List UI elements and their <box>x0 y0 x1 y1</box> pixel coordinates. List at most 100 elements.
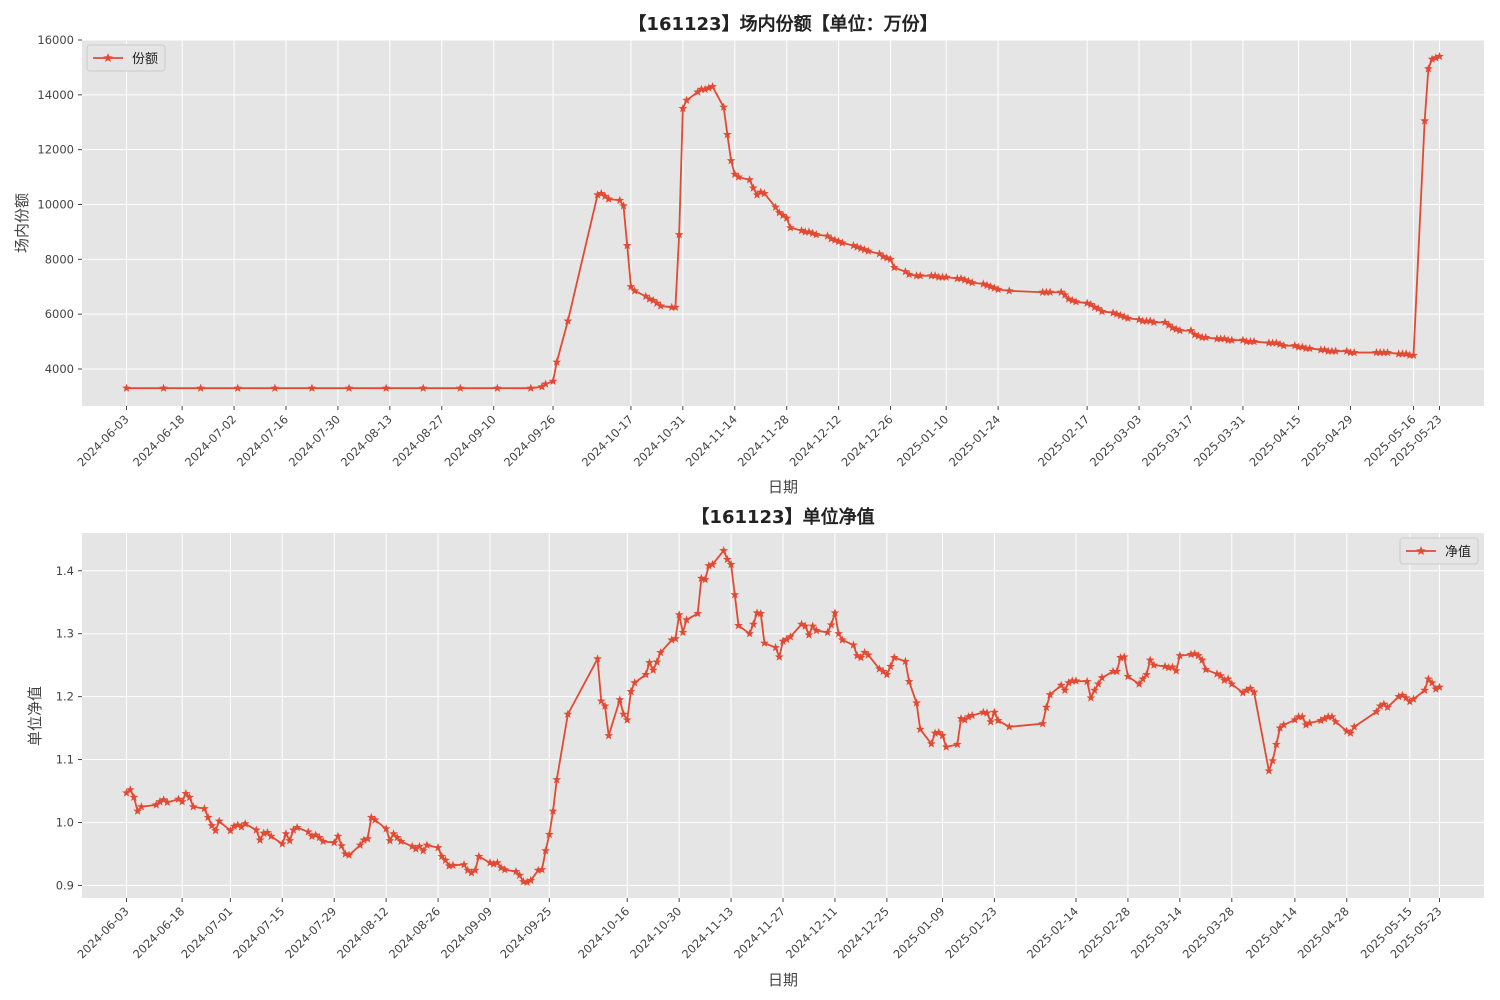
nav-data-point <box>485 858 495 867</box>
nav-data-point <box>856 653 866 662</box>
share-data-point <box>856 243 866 253</box>
share-x-tick-label: 2024-06-18 <box>130 412 187 469</box>
nav-data-point <box>1082 676 1092 686</box>
nav-data-point <box>786 632 795 641</box>
share-data-point <box>786 223 795 232</box>
nav-data-point <box>1435 682 1444 691</box>
share-data-point <box>1138 316 1148 325</box>
nav-x-tick-label: 2024-08-26 <box>386 904 443 961</box>
nav-data-point <box>1249 687 1259 696</box>
nav-x-tick-label: 2024-10-30 <box>627 904 684 961</box>
nav-data-point <box>363 834 372 843</box>
share-data-point <box>1227 335 1237 344</box>
share-data-point <box>693 87 703 96</box>
share-data-point <box>493 383 502 392</box>
share-data-point <box>1305 343 1315 353</box>
share-data-point <box>860 245 869 254</box>
share-data-point <box>1175 326 1185 335</box>
share-data-point <box>1112 309 1122 318</box>
nav-data-point <box>489 859 499 868</box>
nav-data-point <box>671 634 680 643</box>
nav-data-point <box>837 635 847 644</box>
nav-data-point <box>1038 719 1047 728</box>
nav-data-point <box>1316 715 1326 725</box>
nav-data-point <box>467 868 476 877</box>
share-data-point <box>797 225 806 235</box>
nav-data-point <box>125 785 135 794</box>
nav-data-point <box>1220 675 1229 684</box>
share-data-point <box>926 271 936 280</box>
nav-data-point <box>756 608 766 618</box>
nav-data-point <box>800 621 810 630</box>
nav-data-point <box>1142 669 1151 679</box>
nav-x-tick-label: 2025-04-14 <box>1243 904 1300 961</box>
nav-data-point <box>823 627 832 637</box>
nav-chart: 0.9 1.0 1.1 1.2 1.3 1.4 2024-06-032024-06-182… <box>26 506 1484 989</box>
nav-data-point <box>834 629 844 638</box>
share-data-point <box>1349 347 1359 357</box>
share-data-point <box>901 267 910 276</box>
nav-y-tick-label: 1.0 <box>56 815 74 829</box>
nav-data-point <box>159 795 168 804</box>
share-y-tick-label: 8000 <box>45 252 74 266</box>
nav-data-point <box>1420 685 1430 695</box>
share-data-point <box>641 291 651 301</box>
share-data-point <box>678 103 688 113</box>
nav-data-point <box>1305 718 1315 727</box>
nav-data-point <box>496 863 506 872</box>
nav-data-point <box>656 647 665 657</box>
nav-x-tick-label: 2024-09-25 <box>497 904 554 961</box>
nav-data-point <box>960 715 970 724</box>
nav-data-point <box>214 816 224 825</box>
nav-x-tick-label: 2024-10-16 <box>575 904 632 961</box>
nav-data-point <box>771 642 780 652</box>
share-x-tick-label: 2025-04-29 <box>1298 412 1355 469</box>
share-x-tick-label: 2024-12-26 <box>839 412 896 469</box>
nav-data-point <box>359 835 369 844</box>
nav-data-point <box>174 794 183 803</box>
nav-grid <box>82 533 1484 898</box>
share-data-point <box>934 272 944 281</box>
share-data-point <box>1160 317 1170 327</box>
share-data-point <box>904 269 914 279</box>
nav-data-point <box>1301 720 1311 729</box>
share-data-point <box>719 102 729 111</box>
nav-data-point <box>433 843 443 852</box>
share-data-point <box>774 208 784 217</box>
nav-data-point <box>474 851 484 861</box>
share-data-point <box>1056 287 1066 296</box>
share-data-point <box>889 262 899 272</box>
share-data-point <box>1268 338 1277 347</box>
share-y-axis-label: 场内份额 <box>13 193 31 253</box>
nav-data-point <box>133 806 143 815</box>
nav-data-point <box>1394 692 1404 701</box>
nav-data-point <box>318 836 328 846</box>
share-data-point <box>1320 345 1329 354</box>
share-data-point <box>752 190 762 199</box>
share-data-point <box>960 275 970 284</box>
share-data-point <box>1327 346 1337 355</box>
share-data-point <box>748 183 758 192</box>
share-x-tick-label: 2024-10-31 <box>631 412 688 469</box>
nav-data-point <box>812 625 821 635</box>
share-data-point <box>1375 347 1385 357</box>
nav-data-point <box>385 836 395 845</box>
share-data-point <box>1316 345 1326 354</box>
share-y-tick-label: 10000 <box>37 197 74 211</box>
nav-data-point <box>619 709 628 718</box>
share-data-point <box>1119 312 1129 321</box>
nav-data-point <box>522 877 532 886</box>
nav-data-point <box>1238 688 1248 697</box>
share-data-point <box>782 213 792 222</box>
nav-data-point <box>1175 651 1185 660</box>
share-data-point <box>1093 304 1103 313</box>
share-legend-box <box>86 44 166 72</box>
nav-data-point <box>1379 699 1389 708</box>
nav-data-point <box>1375 701 1385 710</box>
nav-data-point <box>1064 678 1073 687</box>
nav-data-point <box>745 629 754 638</box>
nav-data-point <box>808 621 818 630</box>
share-data-point <box>604 194 614 203</box>
nav-data-point <box>1290 715 1300 724</box>
